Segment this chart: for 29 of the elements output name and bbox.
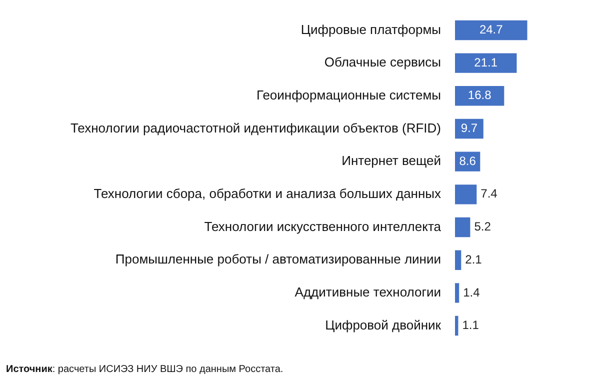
bar — [455, 53, 517, 73]
data-label: 2.1 — [465, 252, 482, 266]
y-tick-label: Интернет вещей — [342, 153, 441, 168]
y-tick-label: Аддитивные технологии — [294, 284, 441, 300]
y-tick-label: Технологии искусственного интеллекта — [204, 218, 442, 234]
data-label: 8.6 — [459, 154, 476, 168]
data-label: 9.7 — [460, 121, 478, 136]
y-tick-label: Цифровой двойник — [325, 317, 442, 332]
text: Источник: расчеты ИСИЭЗ НИУ ВШЭ по данным Росстата. — [6, 364, 284, 375]
y-tick-label: Технологии радиочастотной идентификации объектов (RFID) — [70, 120, 441, 136]
bar — [455, 86, 504, 106]
bar — [455, 184, 477, 204]
bar — [455, 283, 460, 303]
y-tick-label: Промышленные роботы / автоматизированные линии — [115, 252, 441, 267]
bar — [455, 217, 470, 238]
y-tick-label: Геоинформационные системы — [256, 87, 441, 102]
bar — [455, 20, 528, 40]
data-label: 24.7 — [479, 22, 504, 37]
data-label: 21.1 — [474, 55, 498, 70]
bar — [455, 316, 458, 336]
bar — [455, 250, 462, 270]
y-tick-label: Облачные сервисы — [324, 54, 441, 70]
data-label: 1.1 — [462, 318, 480, 332]
data-label: 7.4 — [480, 186, 498, 201]
y-tick-label: Технологии сбора, обработки и анализа больших данных — [94, 186, 442, 201]
data-label: 1.4 — [463, 285, 480, 300]
data-label: 16.8 — [468, 88, 492, 102]
y-tick-label: Цифровые платформы — [300, 22, 441, 37]
data-label: 5.2 — [474, 220, 492, 234]
